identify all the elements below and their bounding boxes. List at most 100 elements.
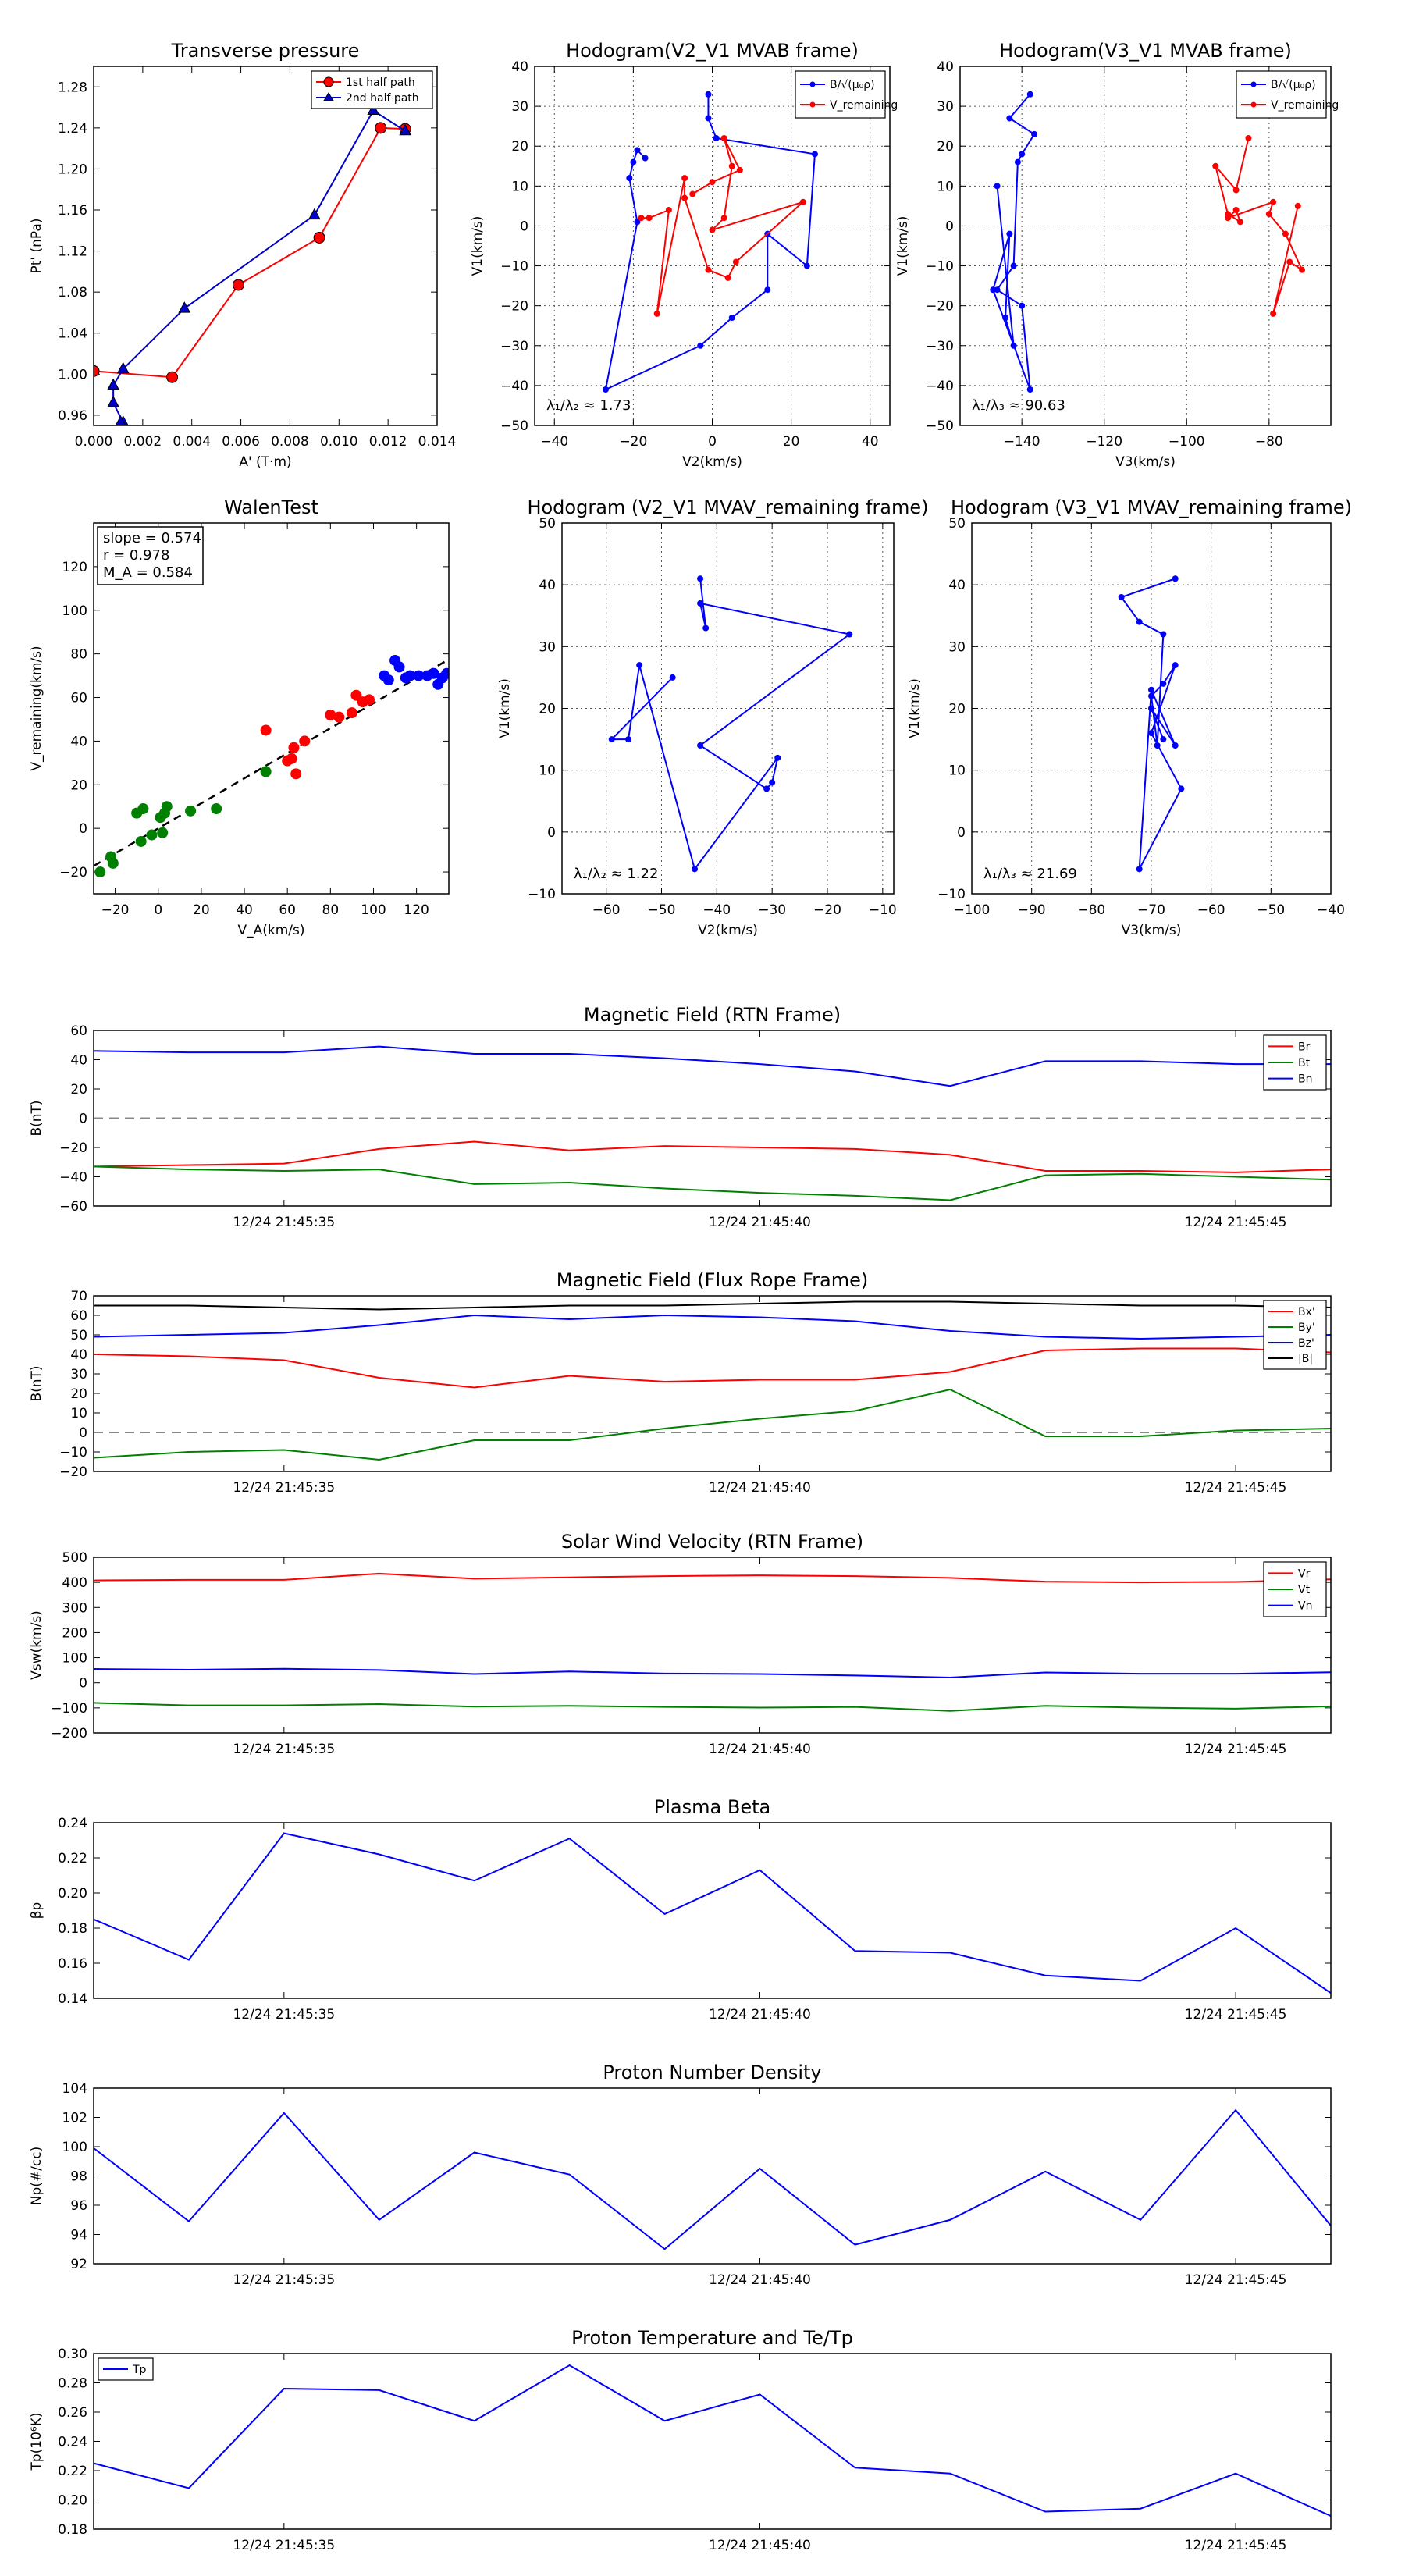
data-point bbox=[728, 315, 735, 321]
data-point bbox=[1172, 742, 1179, 749]
y-tick-label: 80 bbox=[70, 647, 87, 663]
plot-frame bbox=[93, 1030, 1332, 1207]
data-point bbox=[1006, 115, 1013, 122]
stats-line: r = 0.978 bbox=[103, 547, 169, 564]
legend-label: |B| bbox=[1298, 1353, 1313, 1365]
plot-frame bbox=[93, 66, 438, 426]
series-line-B/√(μ₀ρ) bbox=[604, 94, 816, 391]
data-layer bbox=[94, 103, 411, 425]
data-layer bbox=[608, 575, 853, 873]
y-tick-label: 40 bbox=[70, 1053, 87, 1069]
x-tick-label: −70 bbox=[1137, 902, 1165, 918]
y-tick-label: −60 bbox=[59, 1199, 87, 1215]
chart-title: Hodogram(V3_V1 MVAB frame) bbox=[999, 40, 1292, 62]
data-point bbox=[1225, 215, 1232, 222]
legend-label: Bx' bbox=[1298, 1306, 1315, 1318]
stats-line: M_A = 0.584 bbox=[103, 564, 193, 581]
legend-box bbox=[311, 70, 433, 109]
y-tick-label: 1.24 bbox=[58, 121, 87, 137]
y-axis-label: V1(km/s) bbox=[895, 216, 911, 276]
data-point bbox=[653, 310, 660, 317]
x-tick-label: −80 bbox=[1255, 434, 1283, 450]
y-axis-label: Tp(10⁶K) bbox=[29, 2412, 44, 2471]
stats-line: slope = 0.574 bbox=[103, 530, 201, 546]
x-tick-label: −60 bbox=[592, 902, 621, 918]
y-tick-label: 96 bbox=[70, 2198, 87, 2214]
y-tick-label: 70 bbox=[70, 1289, 87, 1304]
chart-panel-1: Transverse pressure 0.000 0.002 0.004 0.006 0… bbox=[29, 40, 456, 470]
y-tick-label: 0 bbox=[79, 1425, 87, 1441]
y-axis-label: V_remaining(km/s) bbox=[29, 646, 44, 770]
data-point bbox=[720, 135, 727, 141]
y-tick-label: 30 bbox=[948, 639, 966, 655]
data-point bbox=[1006, 230, 1013, 237]
x-tick-label: −90 bbox=[1018, 902, 1046, 918]
data-point bbox=[736, 166, 743, 173]
data-point bbox=[441, 667, 449, 679]
data-point bbox=[705, 91, 712, 98]
y-tick-label: 20 bbox=[70, 777, 87, 793]
y-tick-label: 94 bbox=[70, 2228, 87, 2243]
chart-title: Hodogram (V3_V1 MVAV_remaining frame) bbox=[951, 496, 1352, 518]
data-point bbox=[393, 661, 405, 673]
plot-frame bbox=[93, 1557, 1332, 1734]
data-point bbox=[1282, 230, 1289, 237]
x-tick-label: 12/24 21:45:45 bbox=[1185, 1215, 1287, 1230]
y-tick-label: 50 bbox=[70, 1328, 87, 1343]
y-tick-label: 10 bbox=[511, 179, 528, 194]
chart-title: Proton Temperature and Te/Tp bbox=[571, 2327, 853, 2349]
y-tick-label: −100 bbox=[51, 1701, 87, 1717]
y-tick-label: 0.24 bbox=[58, 1816, 87, 1831]
chart-panel-12: Proton Temperature and Te/Tp 12/24 21:45:… bbox=[29, 2327, 1332, 2553]
y-tick-label: −50 bbox=[926, 418, 954, 434]
y-axis-label: V1(km/s) bbox=[497, 678, 513, 738]
plot-frame bbox=[93, 522, 450, 895]
annotation-text: λ₁/λ₂ ≈ 1.22 bbox=[574, 866, 658, 882]
x-tick-label: −40 bbox=[1317, 902, 1345, 918]
chart-title: Transverse pressure bbox=[171, 40, 360, 62]
y-tick-label: 0.30 bbox=[58, 2347, 87, 2362]
x-tick-label: 40 bbox=[236, 902, 253, 918]
data-point bbox=[697, 342, 704, 349]
annotation-text: λ₁/λ₂ ≈ 1.73 bbox=[546, 397, 631, 414]
legend: B/√(μ₀ρ) V_remaining bbox=[795, 70, 898, 119]
data-point bbox=[1148, 692, 1154, 699]
legend-label: Bt bbox=[1298, 1057, 1311, 1069]
data-point bbox=[325, 709, 336, 720]
y-tick-label: −40 bbox=[500, 379, 528, 394]
y-tick-label: −30 bbox=[926, 339, 954, 354]
x-tick-label: −30 bbox=[758, 902, 786, 918]
x-tick-label: 0 bbox=[708, 434, 717, 450]
chart-title: Hodogram(V2_V1 MVAB frame) bbox=[566, 40, 859, 62]
data-point bbox=[681, 194, 688, 201]
y-tick-label: 0 bbox=[79, 1676, 87, 1692]
data-point bbox=[1212, 162, 1219, 169]
data-layer bbox=[990, 91, 1306, 393]
data-point bbox=[634, 147, 641, 154]
data-point bbox=[1270, 310, 1277, 317]
data-point bbox=[689, 190, 696, 197]
x-tick-label: 12/24 21:45:40 bbox=[709, 2272, 811, 2288]
x-tick-label: −50 bbox=[1257, 902, 1285, 918]
series-line-Vr bbox=[94, 1572, 1331, 1584]
x-tick-label: 12/24 21:45:45 bbox=[1185, 1480, 1287, 1496]
x-tick-label: 12/24 21:45:45 bbox=[1185, 2272, 1287, 2288]
data-point bbox=[1299, 266, 1306, 273]
data-point bbox=[115, 415, 126, 425]
data-point bbox=[642, 155, 649, 162]
y-axis-label: Pt' (nPa) bbox=[29, 219, 44, 274]
x-tick-label: 20 bbox=[783, 434, 800, 450]
data-point bbox=[713, 135, 720, 141]
y-tick-label: 1.00 bbox=[58, 367, 87, 382]
y-tick-label: 1.12 bbox=[58, 244, 87, 260]
data-point bbox=[107, 857, 119, 869]
y-tick-label: 0.18 bbox=[58, 1921, 87, 1937]
x-axis-label: A' (T·m) bbox=[239, 454, 291, 470]
y-tick-label: −20 bbox=[59, 1464, 87, 1480]
y-tick-label: 0.20 bbox=[58, 1886, 87, 1902]
y-axis-label: Vsw(km/s) bbox=[29, 1610, 44, 1680]
chart-title: Hodogram (V2_V1 MVAV_remaining frame) bbox=[527, 496, 928, 518]
x-tick-label: −40 bbox=[540, 434, 568, 450]
data-point bbox=[107, 396, 119, 407]
y-tick-label: 100 bbox=[62, 1651, 87, 1667]
